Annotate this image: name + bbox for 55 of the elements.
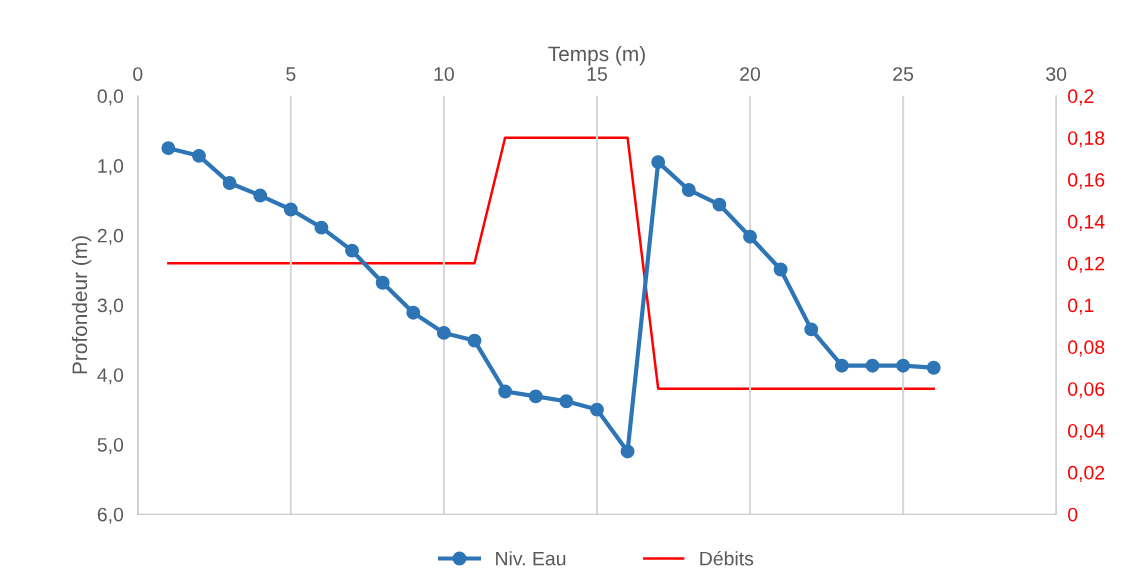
y2-tick-label: 0,02	[1068, 465, 1105, 482]
point	[283, 202, 298, 217]
point	[528, 389, 543, 404]
point	[712, 197, 727, 212]
point	[345, 243, 359, 258]
legend-label: Niv. Eau	[496, 551, 566, 566]
y-tick-label: 6,0	[97, 507, 124, 524]
y-tick-label: 5,0	[97, 437, 124, 454]
point	[559, 394, 574, 409]
x-tick-label: 25	[893, 67, 914, 81]
point	[681, 183, 696, 197]
y2-tick-label: 0,08	[1068, 340, 1105, 357]
point	[192, 148, 206, 163]
legend-label: Débits	[700, 550, 754, 566]
y2-tick-label: 0,12	[1068, 256, 1105, 273]
y2-tick-label: 0,14	[1068, 214, 1105, 231]
point	[743, 229, 757, 244]
y-axis-title: Profondeur (m)	[71, 236, 92, 374]
point	[590, 402, 604, 417]
point	[834, 358, 849, 373]
x-tick-label: 30	[1046, 67, 1067, 81]
point	[467, 333, 482, 348]
x-tick-label: 15	[587, 67, 607, 81]
y-tick-label: 3,0	[97, 298, 124, 315]
point	[498, 384, 513, 399]
y-tick-label: 0,0	[97, 89, 124, 106]
point	[436, 325, 451, 340]
point	[406, 305, 421, 320]
y2-tick-label: 0,1	[1068, 298, 1094, 315]
y2-tick-label: 0,04	[1068, 423, 1105, 441]
point	[804, 322, 819, 337]
x-tick-label: 0	[133, 67, 143, 81]
y-tick-label: 1,0	[98, 159, 124, 176]
point	[161, 141, 176, 156]
point	[926, 360, 941, 375]
point	[773, 262, 788, 277]
point	[222, 176, 237, 190]
x-tick-label: 5	[286, 67, 296, 81]
y-tick-label: 4,0	[97, 368, 124, 385]
y2-tick-label: 0,2	[1068, 89, 1094, 106]
y2-tick-label: 0,16	[1068, 173, 1105, 190]
point	[314, 220, 329, 235]
y-tick-label: 2,0	[97, 228, 124, 245]
x-tick-label: 20	[740, 67, 761, 81]
point	[253, 188, 268, 203]
y2-tick-label: 0	[1068, 507, 1078, 522]
point	[865, 358, 880, 373]
point	[620, 444, 635, 459]
y2-tick-label: 0,06	[1068, 382, 1105, 399]
point	[896, 358, 911, 373]
x-axis-title: Temps (m)	[548, 45, 645, 66]
point	[375, 275, 390, 290]
point	[651, 155, 666, 170]
y2-tick-label: 0,18	[1068, 131, 1105, 148]
x-tick-label: 10	[434, 67, 454, 81]
